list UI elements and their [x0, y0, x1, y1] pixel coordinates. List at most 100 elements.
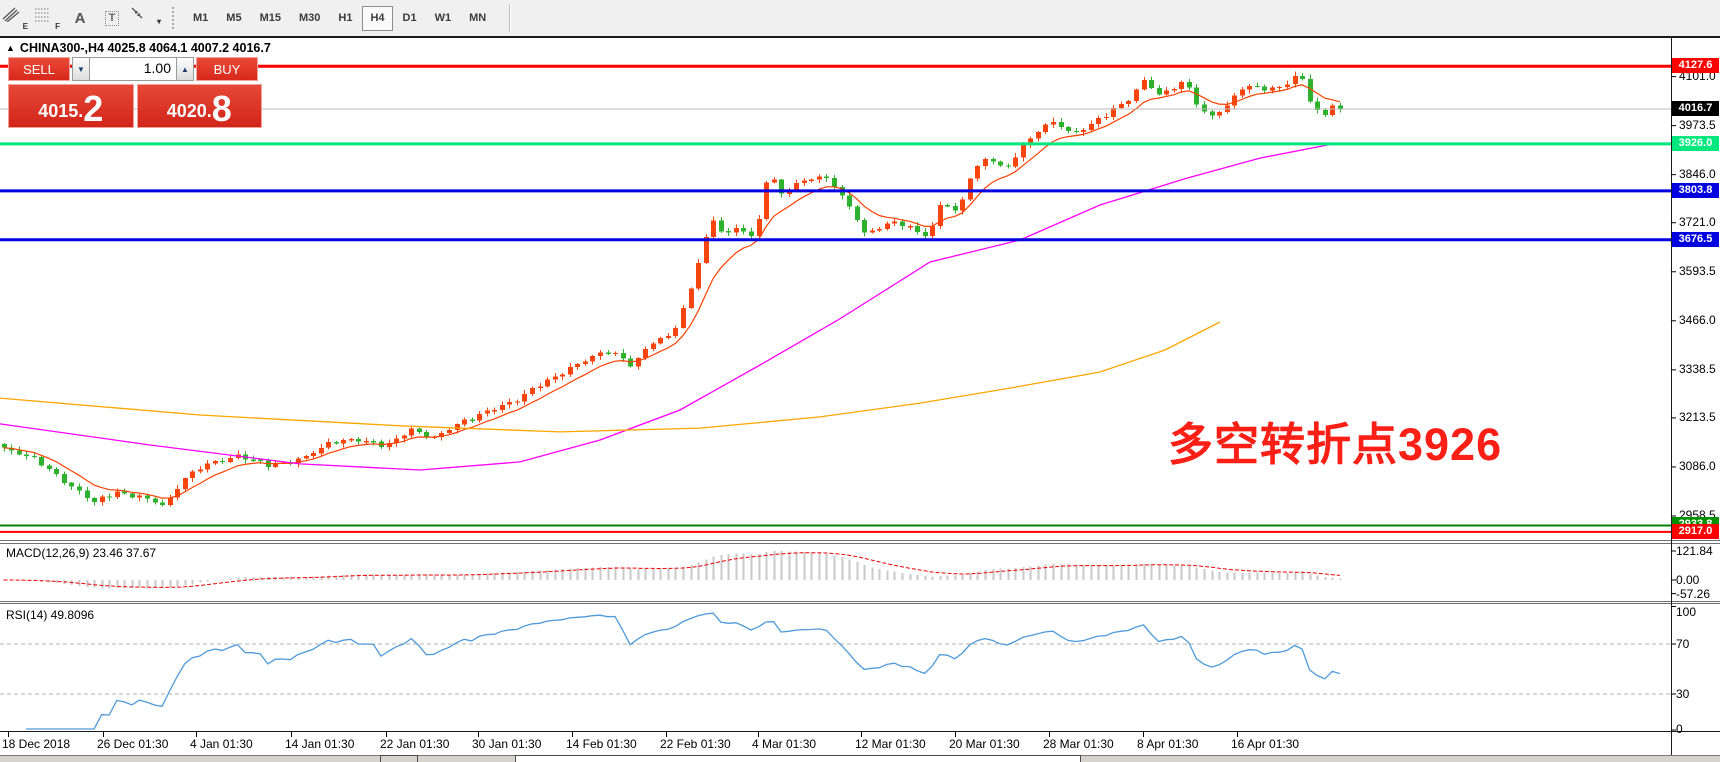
timeframe-button-mn[interactable]: MN — [461, 6, 494, 31]
candle-body — [477, 413, 482, 421]
timeframe-button-h1[interactable]: H1 — [330, 6, 360, 31]
candle-body — [1240, 89, 1245, 96]
collapse-triangle-icon[interactable]: ▲ — [6, 43, 15, 53]
volume-decrease-button[interactable]: ▼ — [72, 57, 90, 81]
candle-body — [107, 496, 112, 498]
candle-body — [1338, 105, 1343, 109]
fibonacci-grid-icon[interactable]: F — [33, 5, 63, 31]
candle-body — [1277, 87, 1282, 89]
candle-body — [598, 352, 603, 356]
candle-body — [575, 364, 580, 368]
candle-body — [273, 462, 278, 468]
cursor-arrows-glyph — [131, 7, 143, 19]
candle-body — [711, 220, 716, 238]
volume-increase-button[interactable]: ▲ — [176, 57, 194, 81]
sell-price-box[interactable]: 4015. 2 — [8, 84, 134, 128]
candle-body — [54, 469, 59, 474]
candle-body — [908, 226, 913, 228]
buy-price-box[interactable]: 4020. 8 — [136, 84, 262, 128]
candle-body — [885, 223, 890, 230]
candle-body — [606, 352, 611, 354]
equidistant-channel-icon[interactable]: E — [1, 5, 31, 31]
candle-body — [651, 343, 656, 350]
timeframe-button-m30[interactable]: M30 — [291, 6, 328, 31]
candle-body — [553, 376, 558, 380]
candle-body — [1247, 85, 1252, 90]
timeframe-button-d1[interactable]: D1 — [395, 6, 425, 31]
candle-body — [1315, 101, 1320, 110]
timeframe-button-w1[interactable]: W1 — [427, 6, 460, 31]
candle-body — [228, 457, 233, 462]
timeframe-button-m1[interactable]: M1 — [185, 6, 216, 31]
candle-body — [953, 206, 958, 211]
candle-body — [915, 226, 920, 232]
candle-body — [930, 225, 935, 236]
candle-body — [522, 393, 527, 402]
candle-body — [726, 231, 731, 233]
candle-body — [666, 336, 671, 339]
line-studies-dropdown-icon[interactable]: ▾ — [129, 5, 161, 31]
candle-body — [130, 493, 135, 498]
candle-body — [1323, 110, 1328, 116]
candle-body — [364, 441, 369, 443]
sell-button[interactable]: SELL — [8, 57, 70, 81]
candle-body — [538, 386, 543, 389]
candle-body — [900, 221, 905, 227]
candle-body — [1096, 118, 1101, 124]
candle-body — [17, 450, 22, 455]
text-label-icon[interactable]: T — [97, 5, 127, 31]
candle-body — [39, 456, 44, 466]
candle-body — [500, 404, 505, 411]
timeframe-button-m15[interactable]: M15 — [252, 6, 289, 31]
candle-body — [1217, 112, 1222, 116]
candle-body — [145, 495, 150, 499]
buy-button[interactable]: BUY — [196, 57, 258, 81]
candle-body — [92, 497, 97, 502]
candle-body — [1172, 89, 1177, 91]
candle-body — [183, 478, 188, 489]
candle-body — [621, 352, 626, 359]
candle-body — [704, 237, 709, 263]
candle-body — [160, 502, 165, 505]
candle-body — [85, 490, 90, 498]
candle-body — [190, 471, 195, 479]
candle-body — [402, 435, 407, 439]
candle-body — [802, 180, 807, 184]
candle-body — [24, 454, 29, 456]
candle-body — [1255, 85, 1260, 88]
candle-body — [1157, 87, 1162, 95]
candle-body — [251, 459, 256, 461]
candle-body — [968, 178, 973, 200]
candle-body — [1194, 87, 1199, 105]
volume-input[interactable]: 1.00 — [90, 57, 176, 81]
candle-body — [1059, 121, 1064, 127]
candle-body — [1074, 131, 1079, 133]
candle-body — [673, 327, 678, 337]
candle-body — [319, 447, 324, 454]
candle-body — [32, 455, 37, 458]
candle-body — [628, 358, 633, 367]
candle-body — [304, 455, 309, 459]
candle-body — [696, 263, 701, 289]
timeframe-button-m5[interactable]: M5 — [218, 6, 249, 31]
candle-body — [198, 469, 203, 472]
candle-body — [832, 178, 837, 187]
candle-body — [1149, 80, 1154, 88]
icon-sub-label: E — [22, 22, 28, 31]
candle-body — [568, 367, 573, 375]
toolbar-drag-handle[interactable] — [170, 7, 176, 29]
chart-tab — [380, 755, 418, 762]
candle-body — [258, 459, 263, 461]
macd-signal-line — [3, 552, 1340, 588]
candle-body — [311, 453, 316, 456]
candle-body — [62, 473, 67, 483]
candle-body — [938, 205, 943, 226]
candle-body — [817, 176, 822, 180]
timeframe-button-h4[interactable]: H4 — [362, 5, 393, 31]
candle-body — [741, 227, 746, 232]
candle-body — [334, 442, 339, 444]
text-annotation-icon[interactable]: A — [65, 5, 95, 31]
candle-body — [862, 220, 867, 233]
candle-body — [1187, 81, 1192, 88]
